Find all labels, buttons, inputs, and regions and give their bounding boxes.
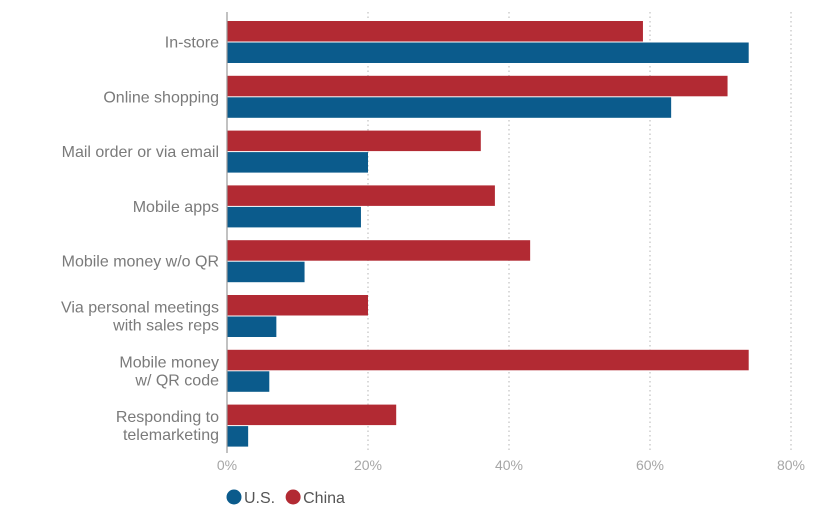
bar-china xyxy=(227,404,397,426)
legend-swatch xyxy=(226,489,242,505)
bar-china xyxy=(227,185,495,206)
bar-us xyxy=(227,261,305,283)
x-tick-label: 60% xyxy=(636,457,664,473)
category-label: with sales reps xyxy=(112,318,219,335)
bar-us xyxy=(227,316,277,337)
bar-us xyxy=(227,426,249,447)
bar-us xyxy=(227,371,270,392)
category-label: Mail order or via email xyxy=(62,144,219,161)
x-tick-labels: 0% 20% 40% 60% 80% xyxy=(217,457,805,473)
legend-label: U.S. xyxy=(244,490,275,507)
category-label: Mobile money xyxy=(119,354,219,371)
legend: U.S. China xyxy=(226,489,345,507)
bar-china xyxy=(227,130,481,152)
bar-us xyxy=(227,206,361,228)
bar-us xyxy=(227,97,672,118)
bar-china xyxy=(227,295,368,316)
category-label: Responding to xyxy=(116,409,219,426)
bars xyxy=(227,21,749,447)
bar-china xyxy=(227,75,728,97)
x-tick-label: 40% xyxy=(495,457,523,473)
legend-label: China xyxy=(303,490,345,507)
category-labels: In-store Online shopping Mail order or via… xyxy=(61,35,219,445)
category-label: Online shopping xyxy=(103,89,219,106)
category-label: w/ QR code xyxy=(134,372,219,389)
category-label: In-store xyxy=(165,35,219,52)
bar-china xyxy=(227,349,749,371)
category-label: Via personal meetings xyxy=(61,300,219,317)
bar-china xyxy=(227,21,643,42)
x-tick-label: 20% xyxy=(354,457,382,473)
category-label: Mobile apps xyxy=(133,199,219,216)
legend-swatch xyxy=(285,489,301,505)
x-tick-label: 80% xyxy=(777,457,805,473)
category-label: Mobile money w/o QR xyxy=(62,254,219,271)
bar-us xyxy=(227,152,368,173)
bar-us xyxy=(227,42,749,63)
x-tick-label: 0% xyxy=(217,457,237,473)
bar-china xyxy=(227,240,531,261)
category-label: telemarketing xyxy=(123,427,219,444)
